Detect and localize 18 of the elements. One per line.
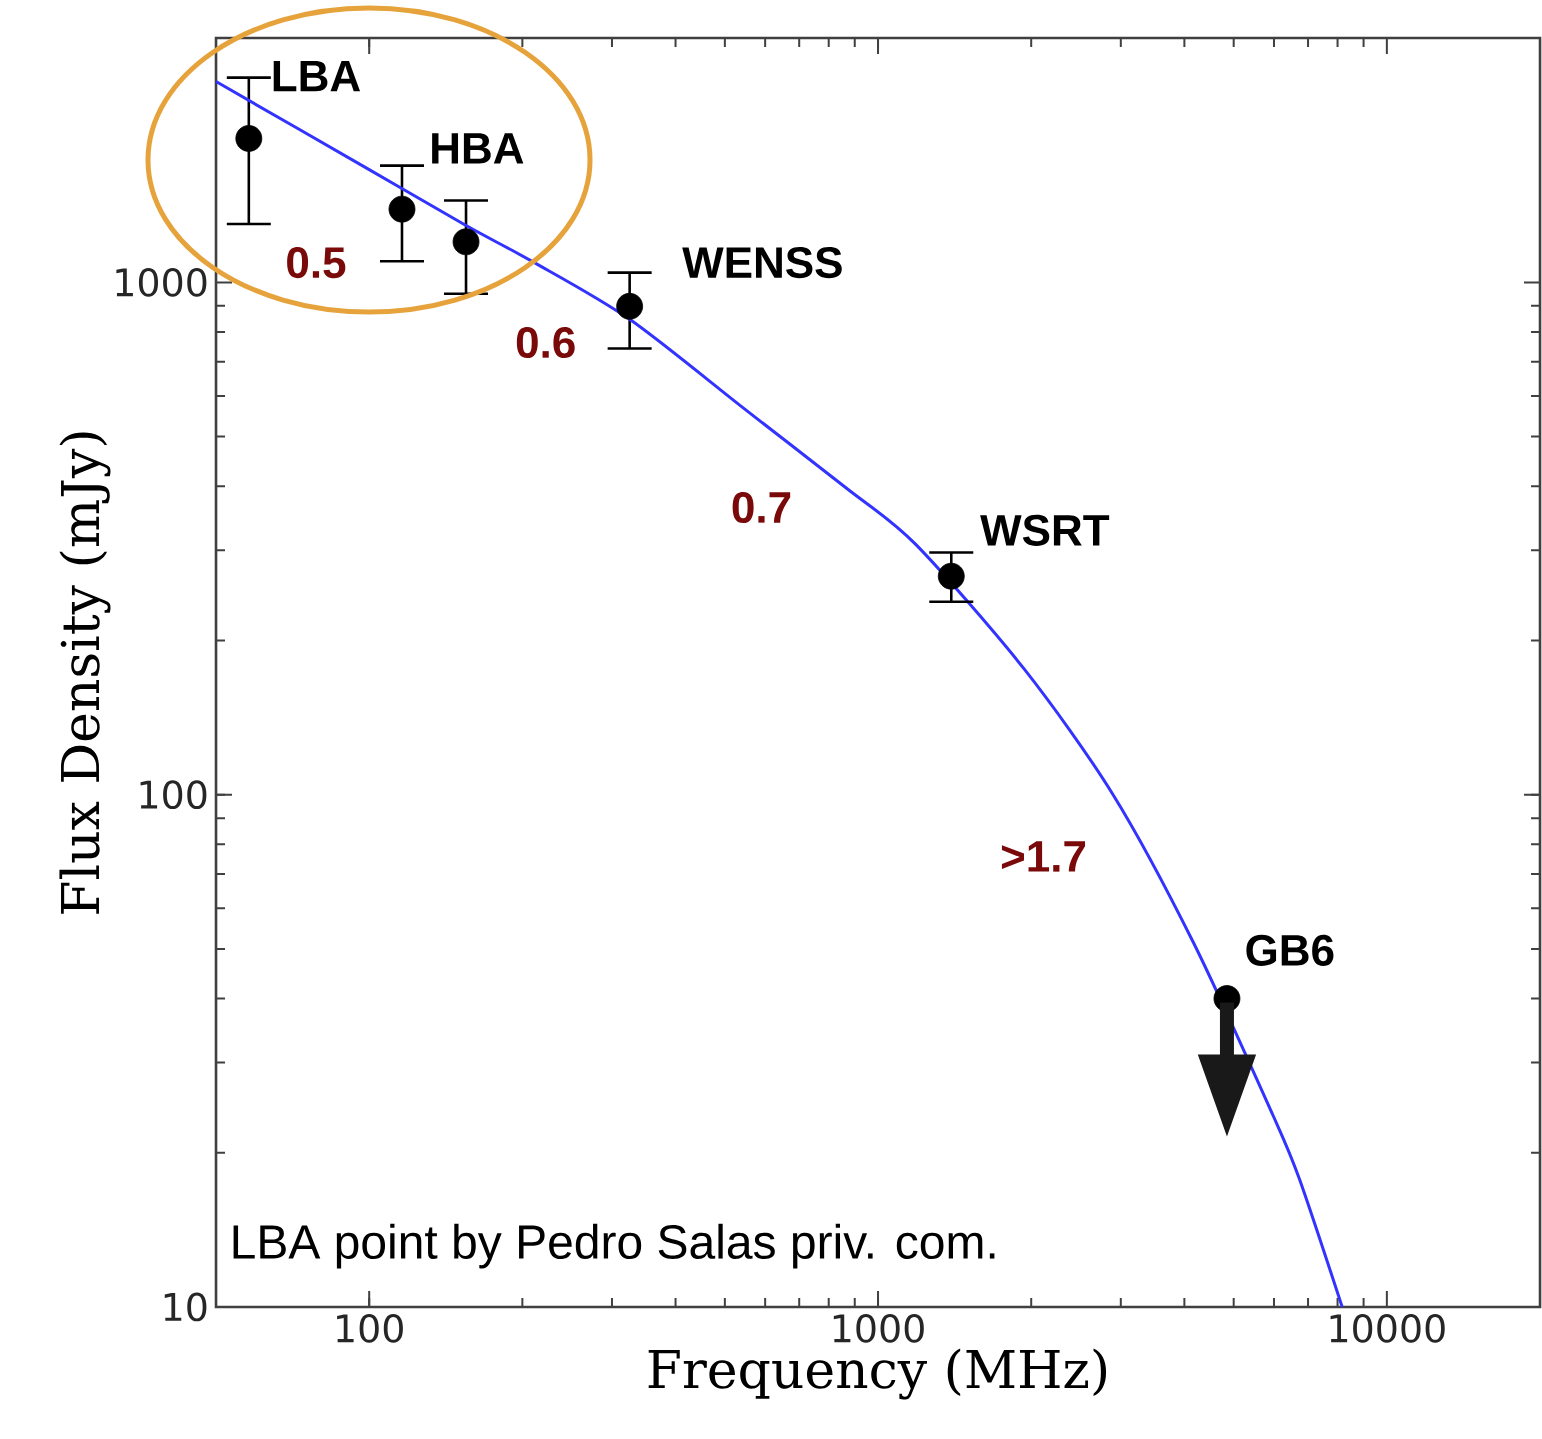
annotation: 0.6 bbox=[516, 326, 575, 359]
annotation: 0.5 bbox=[287, 246, 346, 279]
annotation: GB6 bbox=[1246, 934, 1334, 966]
y-tick-label: 10 bbox=[164, 1292, 207, 1322]
y-tick-label: 100 bbox=[140, 780, 207, 810]
y-tick-label: 1000 bbox=[116, 268, 207, 297]
annotation: HBA bbox=[432, 133, 524, 164]
annotation: WENSS bbox=[682, 246, 842, 279]
x-axis-title: Frequency (MHz) bbox=[648, 1348, 1107, 1400]
annotation: LBA point by Pedro Salas priv. com. bbox=[233, 1223, 995, 1269]
x-tick-label: 100 bbox=[337, 1314, 403, 1343]
annotation: >1.7 bbox=[1001, 841, 1086, 872]
annotation: LBA bbox=[273, 60, 361, 92]
annotation: WSRT bbox=[980, 514, 1110, 546]
x-tick-label: 10000 bbox=[1330, 1314, 1445, 1343]
y-axis-title: Flux Density (mJy) bbox=[59, 432, 111, 914]
x-tick-label: 1000 bbox=[833, 1314, 924, 1343]
annotation: 0.7 bbox=[732, 491, 791, 524]
